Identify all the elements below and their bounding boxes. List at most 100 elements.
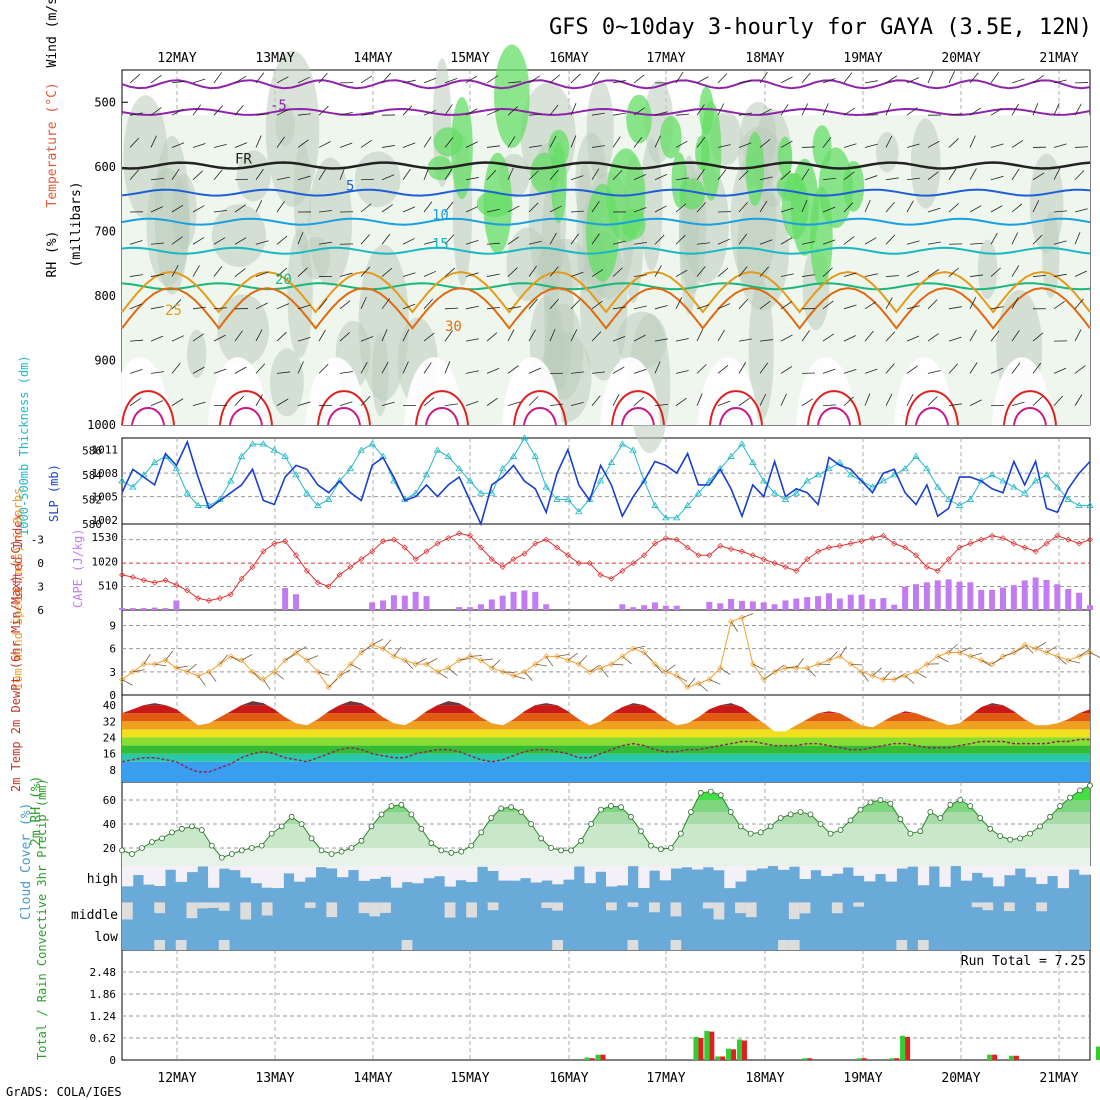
wind-barb — [759, 300, 771, 310]
wind-barb — [1032, 172, 1045, 181]
rh-point — [218, 854, 225, 861]
wind-barb — [927, 207, 941, 213]
wind-barb — [570, 233, 579, 245]
cloud-high-gap — [466, 866, 478, 883]
wind-barb — [843, 171, 855, 181]
wind-barb — [276, 201, 285, 213]
cloud-low-gap — [175, 940, 187, 950]
thickness-point — [466, 477, 474, 484]
lifted-point — [293, 552, 300, 559]
rh-point — [478, 829, 485, 836]
wind-barb — [570, 210, 584, 213]
cape-bar — [902, 586, 909, 610]
ytick-upper: 700 — [94, 224, 116, 238]
wind-barb — [759, 176, 773, 181]
rh-point — [498, 805, 505, 812]
wind-barb-10m — [872, 667, 882, 676]
rh-point — [338, 848, 345, 855]
wind-barb — [402, 206, 416, 213]
cloud-high-gap — [315, 866, 327, 868]
cloud-high-gap — [993, 866, 1005, 887]
wind-barb — [696, 202, 707, 213]
wind-barb — [255, 200, 263, 213]
lifted-point — [1010, 540, 1017, 547]
wind-barb-10m — [241, 654, 253, 661]
wind-barb-10m — [981, 659, 992, 667]
rh-point — [847, 817, 854, 824]
wind-barb — [213, 105, 224, 116]
wind-barb — [633, 74, 645, 84]
wind-barb — [360, 234, 370, 245]
wind-barb — [591, 269, 604, 277]
cape-bar — [401, 595, 408, 610]
cloud-high-gap — [939, 866, 951, 887]
thickness-point — [118, 477, 126, 484]
wind-barb — [549, 232, 557, 245]
wind-barb — [696, 168, 705, 180]
wind-barb — [507, 306, 521, 310]
wind-barb — [255, 72, 265, 84]
rh-green-blob — [700, 100, 722, 201]
wind-speed-point — [630, 645, 637, 652]
wind-barb — [1032, 332, 1044, 342]
precip-convective-bar — [600, 1054, 606, 1060]
isotherm-40 — [1013, 407, 1047, 426]
wind-barb — [696, 242, 710, 245]
cloud-mid-gap — [745, 902, 757, 918]
wind-barb — [1074, 170, 1085, 181]
cloud-mid-gap — [326, 902, 338, 918]
wind-barb — [402, 168, 411, 180]
wind-barb — [885, 363, 895, 374]
wind-barb-10m — [904, 675, 915, 684]
ytick-rh: 40 — [103, 818, 116, 831]
wind-barb — [948, 203, 960, 213]
rh-gray-blob — [372, 332, 389, 417]
cape-bar — [869, 599, 876, 610]
isotherm-35 — [1003, 390, 1057, 426]
cape-bar — [1054, 584, 1061, 610]
cloud-high-gap — [756, 866, 768, 869]
wind-barb — [696, 393, 703, 406]
wind-barb — [843, 72, 853, 84]
temp-band — [122, 721, 1090, 730]
wind-speed-point — [869, 672, 876, 679]
wind-barb-10m — [654, 663, 663, 674]
lifted-point — [1021, 544, 1028, 551]
date-label-top: 13MAY — [255, 51, 294, 66]
wind-barb — [612, 112, 626, 116]
wind-barb — [339, 300, 351, 310]
wind-barb — [570, 329, 578, 342]
rh-point — [378, 811, 385, 818]
wind-barb-10m — [545, 656, 554, 667]
cloud-high-gap — [562, 866, 575, 880]
wind-speed-point — [1021, 641, 1028, 648]
wind-barb-10m — [741, 613, 754, 619]
wind-barb — [129, 74, 141, 84]
temp-band — [122, 729, 1090, 738]
cloud-high-gap — [132, 866, 145, 876]
isotherm-35 — [709, 390, 763, 426]
rh-green-blob — [660, 115, 682, 159]
lifted-point — [760, 556, 767, 563]
temp-band — [122, 713, 1090, 722]
wind-barb — [570, 271, 584, 277]
lifted-point — [967, 540, 974, 547]
isotherm-label: 30 — [445, 319, 462, 335]
wind-barb — [402, 329, 410, 342]
wind-barb — [1074, 270, 1087, 277]
cape-bar — [543, 604, 550, 610]
wind-barb — [255, 363, 266, 374]
thickness-point — [629, 446, 637, 453]
cloud-high-gap — [186, 866, 198, 873]
wind-barb — [801, 146, 816, 148]
wind-barb — [255, 168, 264, 180]
isotherm-20 — [121, 282, 1091, 291]
wind-barb — [1011, 203, 1023, 213]
isotherm-10 — [121, 217, 1091, 226]
wind-speed-point — [249, 668, 256, 675]
rh-gray-blob — [187, 329, 207, 379]
date-label-top: 20MAY — [941, 51, 980, 66]
precip-convective-bar — [894, 1058, 900, 1060]
cloud-high-gap — [412, 866, 424, 884]
isotherm-25 — [121, 270, 1091, 314]
